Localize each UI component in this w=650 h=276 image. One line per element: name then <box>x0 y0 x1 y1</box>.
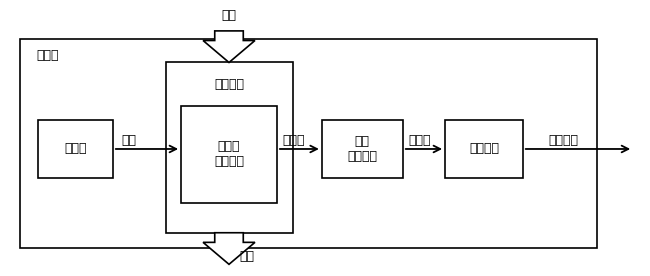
Bar <box>20 39 597 248</box>
Text: 数字信号: 数字信号 <box>549 134 578 147</box>
Text: 传感器: 传感器 <box>36 49 59 62</box>
Text: 空气: 空气 <box>240 250 255 263</box>
Bar <box>445 120 523 178</box>
Text: 空气: 空气 <box>222 9 237 22</box>
Text: 电信号: 电信号 <box>408 134 431 147</box>
Bar <box>181 107 277 203</box>
Bar <box>166 62 292 233</box>
Text: 激光: 激光 <box>122 134 136 147</box>
Polygon shape <box>203 31 255 62</box>
Text: 电信号: 电信号 <box>282 134 304 147</box>
Polygon shape <box>203 233 255 264</box>
Text: 激光源: 激光源 <box>64 142 87 155</box>
Text: 光散射
测量腔体: 光散射 测量腔体 <box>214 140 244 168</box>
Text: 滤波
放大电路: 滤波 放大电路 <box>347 135 377 163</box>
Text: 空气通道: 空气通道 <box>214 78 244 91</box>
Bar <box>38 120 113 178</box>
Bar <box>322 120 403 178</box>
Text: 微处理器: 微处理器 <box>469 142 499 155</box>
